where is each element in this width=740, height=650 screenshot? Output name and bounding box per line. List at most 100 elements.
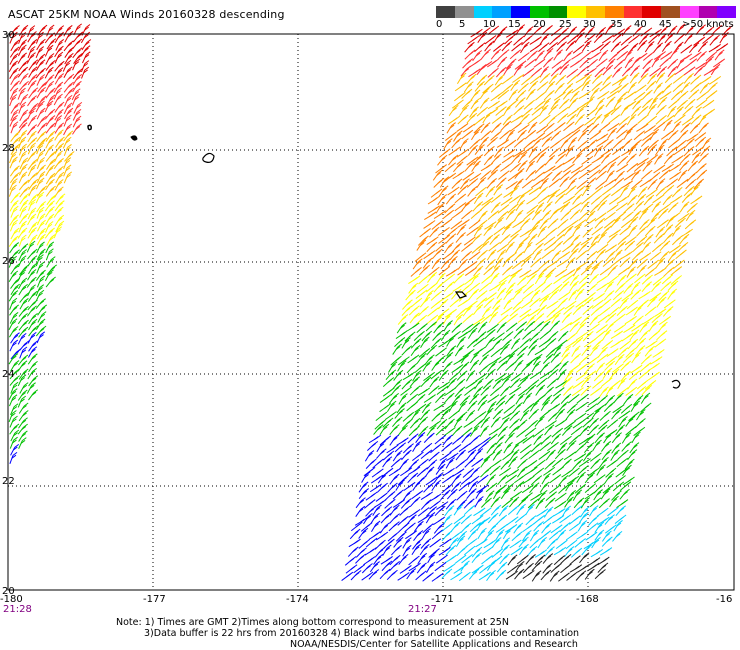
wind-barb xyxy=(663,299,676,309)
wind-barb xyxy=(541,136,552,148)
wind-barb xyxy=(464,41,475,53)
wind-barb xyxy=(551,427,564,438)
wind-barb xyxy=(453,314,464,326)
wind-barb xyxy=(562,195,576,205)
wind-barb xyxy=(599,410,611,421)
wind-barb xyxy=(648,320,659,332)
wind-barb xyxy=(431,572,444,582)
wind-barb xyxy=(548,178,561,188)
wind-barb xyxy=(421,330,433,342)
wind-barb xyxy=(438,265,451,276)
wind-barb xyxy=(643,234,654,245)
wind-barb xyxy=(521,75,533,86)
wind-barb xyxy=(402,299,413,310)
wind-barb xyxy=(520,146,533,155)
wind-barb xyxy=(641,241,652,253)
wind-barb xyxy=(695,136,707,148)
wind-barb xyxy=(569,59,583,68)
wind-barb xyxy=(495,177,507,188)
wind-barb xyxy=(493,217,504,229)
wind-barb xyxy=(407,322,420,332)
wind-barb xyxy=(604,281,614,293)
wind-barb xyxy=(618,410,631,420)
wind-barb xyxy=(517,160,528,172)
wind-barb xyxy=(649,128,660,141)
wind-barb xyxy=(612,66,623,78)
wind-barb xyxy=(602,139,614,150)
wind-barb xyxy=(659,250,670,262)
wind-barb xyxy=(574,443,586,454)
wind-barb xyxy=(624,236,637,246)
wind-barb xyxy=(554,500,567,510)
wind-barb xyxy=(524,320,535,332)
wind-barb xyxy=(490,92,503,102)
wind-barb xyxy=(498,505,509,517)
wind-barb xyxy=(28,389,39,401)
legend-label: >50 knots xyxy=(682,19,734,30)
wind-barb xyxy=(630,56,641,68)
island xyxy=(87,124,92,131)
wind-barb xyxy=(553,49,563,61)
wind-barb xyxy=(509,386,522,396)
wind-barb xyxy=(558,291,571,301)
wind-barb xyxy=(552,240,564,252)
wind-barb xyxy=(617,91,628,102)
wind-barb xyxy=(412,258,423,270)
wind-barb xyxy=(9,94,18,107)
wind-barb xyxy=(513,105,525,116)
wind-barb xyxy=(599,193,611,204)
wind-barb xyxy=(606,90,619,99)
wind-barb xyxy=(599,40,611,52)
wind-barb xyxy=(394,337,406,348)
wind-barb xyxy=(645,340,658,349)
wind-barb xyxy=(545,449,556,461)
wind-barb xyxy=(636,226,648,237)
wind-barb xyxy=(494,400,506,412)
wind-barb xyxy=(572,265,583,277)
wind-barb xyxy=(634,273,646,284)
wind-barb xyxy=(553,555,566,566)
wind-barb xyxy=(506,516,519,526)
wind-barb xyxy=(584,217,597,227)
wind-barb xyxy=(521,35,533,46)
wind-barb xyxy=(577,564,590,573)
wind-barb xyxy=(546,538,558,550)
wind-barb xyxy=(468,434,481,445)
wind-barb xyxy=(515,97,526,108)
wind-barb xyxy=(433,402,446,412)
wind-barb xyxy=(552,457,564,468)
wind-barb xyxy=(429,420,442,430)
wind-barb xyxy=(504,393,516,405)
wind-barb xyxy=(578,242,589,253)
wind-barb xyxy=(636,235,648,246)
wind-barb xyxy=(344,556,357,566)
wind-barb xyxy=(481,197,494,206)
wind-barb xyxy=(537,186,549,197)
wind-barb xyxy=(687,160,698,172)
wind-barb xyxy=(667,65,678,77)
legend-label: 25 xyxy=(559,19,572,30)
wind-barb xyxy=(599,266,612,276)
wind-barb xyxy=(613,249,623,261)
wind-barb xyxy=(526,88,536,100)
wind-barb xyxy=(601,536,613,547)
wind-barb xyxy=(642,51,655,61)
wind-barb xyxy=(522,329,534,340)
wind-barb xyxy=(455,307,467,318)
wind-barb xyxy=(456,155,468,165)
wind-barb xyxy=(639,219,650,230)
wind-barb xyxy=(397,425,408,436)
wind-barb xyxy=(485,186,496,198)
wind-barb xyxy=(543,165,556,174)
wind-barb xyxy=(656,296,667,308)
wind-barb xyxy=(626,114,637,126)
wind-barb xyxy=(428,266,440,277)
wind-barb xyxy=(444,308,457,318)
wind-barb xyxy=(466,338,478,349)
wind-barb xyxy=(613,59,625,70)
wind-barb xyxy=(417,235,429,246)
wind-barb xyxy=(416,352,427,364)
wind-barb xyxy=(587,355,600,366)
wind-barb xyxy=(9,165,20,177)
wind-barb xyxy=(555,380,568,389)
